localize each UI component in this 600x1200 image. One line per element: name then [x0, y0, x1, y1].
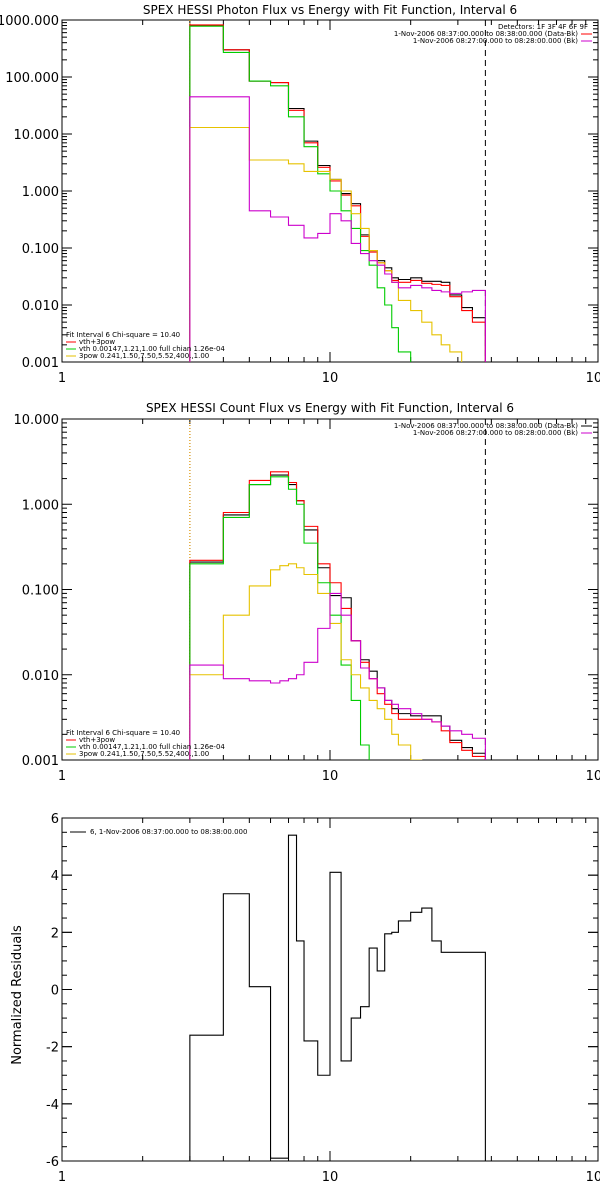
x-tick-label: 100 [586, 371, 600, 386]
x-tick-label: 100 [586, 769, 600, 784]
legend-entry: 1-Nov-2006 08:27:00.000 to 08:28:00.000 … [413, 429, 578, 437]
photon-flux-panel: SPEX HESSI Photon Flux vs Energy with Fi… [0, 3, 600, 386]
x-tick-label: 10 [322, 371, 339, 386]
fit-legend-entry: Fit Interval 6 Chi-square = 10.40 [66, 331, 180, 339]
x-tick-label: 1 [58, 1170, 66, 1185]
fit-legend-entry: vth+3pow [79, 736, 115, 744]
x-tick-label: 100 [586, 1170, 600, 1185]
fit-legend-entry: vth 0.00147,1.21,1.00 full chian 1.26e-0… [79, 345, 225, 353]
x-tick-label: 10 [322, 1170, 339, 1185]
x-tick-label: 10 [322, 769, 339, 784]
y-tick-label: -6 [46, 1155, 59, 1170]
y-tick-label: 2 [51, 926, 59, 941]
y-tick-label: 0.100 [22, 242, 59, 257]
y-tick-label: -4 [46, 1098, 59, 1113]
series-line-0 [189, 24, 486, 362]
series-line-2 [189, 25, 486, 362]
y-tick-label: 1000.000 [0, 14, 59, 29]
legend-entry: 1-Nov-2006 08:37:00.000 to 08:38:00.000 … [394, 422, 578, 430]
series-group [189, 834, 486, 1161]
x-tick-label: 1 [58, 769, 66, 784]
y-tick-label: -2 [46, 1041, 59, 1056]
series-line-4 [189, 96, 486, 362]
y-tick-label: 4 [51, 869, 59, 884]
detectors-label: Detectors: 1F 3F 4F 6F 9F [498, 23, 588, 31]
y-tick-label: 0.010 [22, 299, 59, 314]
x-tick-label: 1 [58, 371, 66, 386]
y-tick-label: 1.000 [22, 498, 59, 513]
fit-legend-entry: 3pow 0.241,1.50,7.50,5.52,400.,1.00 [79, 352, 209, 360]
series-line-3 [189, 126, 486, 362]
legend-entry: 6, 1-Nov-2006 08:37:00.000 to 08:38:00.0… [90, 828, 247, 836]
legend-entry: 1-Nov-2006 08:27:00.000 to 08:28:00.000 … [413, 37, 578, 45]
residuals-panel: Normalized Residuals 1 10 100 -6 -4 -2 0 2 4 6 6, … [10, 812, 600, 1185]
fit-legend-entry: 3pow 0.241,1.50,7.50,5.52,400.,1.00 [79, 750, 209, 758]
count-title: SPEX HESSI Count Flux vs Energy with Fit… [146, 401, 514, 415]
series-group [189, 471, 486, 760]
series-line-4 [189, 592, 486, 760]
y-tick-label: 0.100 [22, 584, 59, 599]
y-tick-label: 0.010 [22, 669, 59, 684]
y-tick-label: 0.001 [22, 754, 59, 769]
y-tick-label: 100.000 [5, 71, 59, 86]
y-tick-label: 0.001 [22, 356, 59, 371]
y-tick-label: 6 [51, 812, 59, 827]
fit-legend-entry: Fit Interval 6 Chi-square = 10.40 [66, 729, 180, 737]
series-line-3 [189, 563, 486, 760]
residuals-ylabel: Normalized Residuals [10, 925, 25, 1065]
fit-legend-entry: vth+3pow [79, 338, 115, 346]
y-tick-label: 0 [51, 984, 59, 999]
y-tick-label: 1.000 [22, 185, 59, 200]
legend-entry: 1-Nov-2006 08:37:00.000 to 08:38:00.000 … [394, 30, 578, 38]
count-flux-panel: SPEX HESSI Count Flux vs Energy with Fit… [14, 401, 600, 784]
y-tick-label: 10.000 [14, 128, 60, 143]
series-line-2 [189, 476, 486, 760]
series-line-0 [189, 834, 486, 1161]
photon-title: SPEX HESSI Photon Flux vs Energy with Fi… [143, 3, 517, 17]
series-group [189, 24, 486, 362]
y-tick-label: 10.000 [14, 413, 60, 428]
series-line-1 [189, 24, 486, 362]
fit-legend-entry: vth 0.00147,1.21,1.00 full chian 1.26e-0… [79, 743, 225, 751]
